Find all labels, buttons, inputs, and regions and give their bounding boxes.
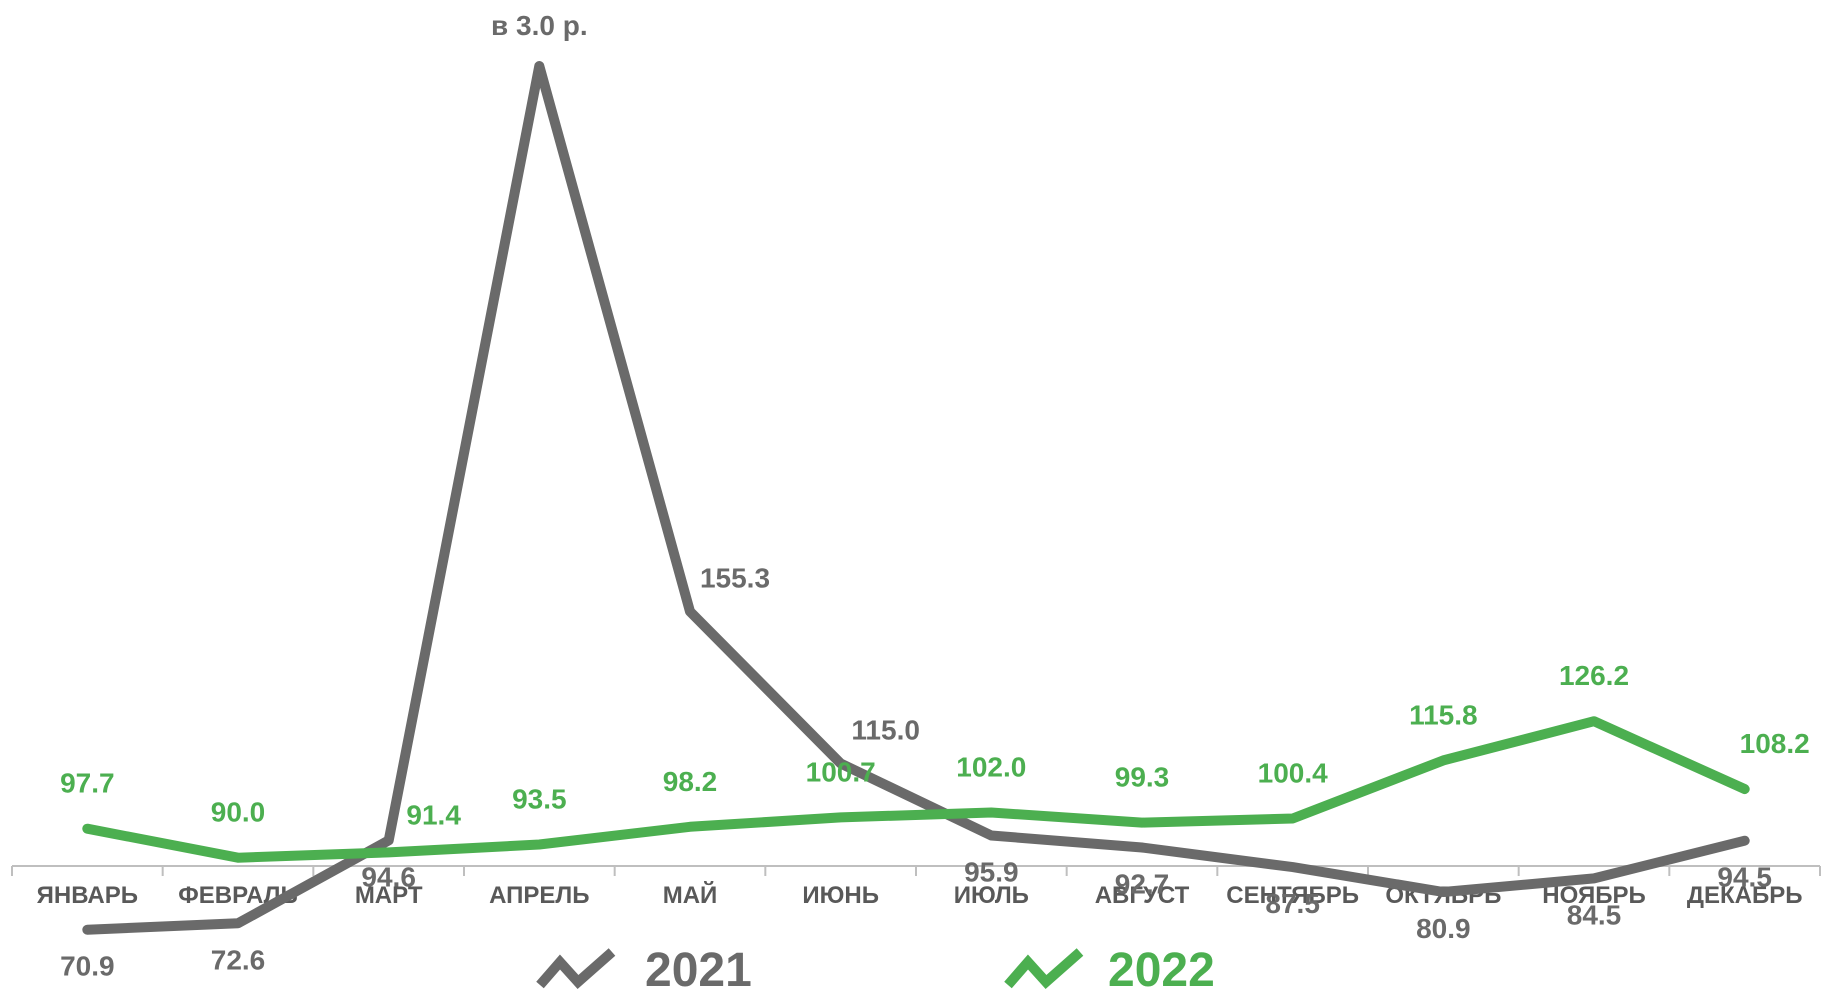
data-label-2021: 70.9 xyxy=(60,951,115,982)
x-tick-label: МАРТ xyxy=(355,882,423,909)
legend-line-icon xyxy=(536,948,616,990)
x-tick-label: ДЕКАБРЬ xyxy=(1687,882,1803,909)
data-label-2021: 95.9 xyxy=(964,856,1019,887)
x-tick-label: ИЮНЬ xyxy=(802,882,879,909)
data-label-2022: 100.4 xyxy=(1258,757,1328,788)
series-line-2021 xyxy=(82,61,1750,935)
data-label-2022: 93.5 xyxy=(512,784,567,815)
legend-label-2022: 2022 xyxy=(1108,944,1215,990)
data-label-2022: 108.2 xyxy=(1740,728,1810,759)
x-tick-label: СЕНТЯБРЬ xyxy=(1226,882,1359,909)
data-label-2022: 102.0 xyxy=(956,751,1026,782)
data-label-2021: 72.6 xyxy=(211,944,266,975)
series-lines xyxy=(82,61,1750,935)
data-label-2021: 115.0 xyxy=(851,714,920,745)
legend: 2021 2022 xyxy=(536,944,1215,990)
x-tick-label: АВГУСТ xyxy=(1095,882,1190,909)
legend-line-icon xyxy=(1004,948,1084,990)
x-tick-label: МАЙ xyxy=(663,881,718,909)
x-tick-label: ЯНВАРЬ xyxy=(37,882,138,909)
data-label-2022: 100.7 xyxy=(806,756,876,787)
x-tick-label: АПРЕЛЬ xyxy=(489,882,589,909)
data-label-2021: 94.6 xyxy=(361,861,416,892)
data-label-2022: 98.2 xyxy=(663,766,718,797)
data-label-2021: 80.9 xyxy=(1416,913,1471,944)
data-label-2022: 126.2 xyxy=(1559,660,1629,691)
data-labels: 70.9 72.6 94.6 в 3.0 р. 155.3 115.0 95.9 92.7 87… xyxy=(60,10,1810,982)
legend-label-2021: 2021 xyxy=(645,944,752,990)
data-label-2021: 94.5 xyxy=(1717,862,1772,893)
x-tick-label: ИЮЛЬ xyxy=(954,882,1029,909)
data-label-2022: 99.3 xyxy=(1115,762,1170,793)
data-label-2022: 115.8 xyxy=(1409,699,1478,730)
data-label-2021: 87.5 xyxy=(1265,888,1320,919)
data-label-2022: 90.0 xyxy=(211,797,266,828)
data-label-2021: в 3.0 р. xyxy=(491,10,588,41)
data-label-2021: 155.3 xyxy=(700,563,770,594)
series-line-2022 xyxy=(82,716,1750,863)
x-axis: ЯНВАРЬ ФЕВРАЛЬ МАРТ АПРЕЛЬ МАЙ ИЮНЬ ИЮЛЬ АВГУСТ… xyxy=(11,865,1821,909)
data-label-2021: 84.5 xyxy=(1567,899,1622,930)
data-label-2021: 92.7 xyxy=(1115,869,1170,900)
data-label-2022: 97.7 xyxy=(60,768,115,799)
data-label-2022: 91.4 xyxy=(406,799,461,830)
